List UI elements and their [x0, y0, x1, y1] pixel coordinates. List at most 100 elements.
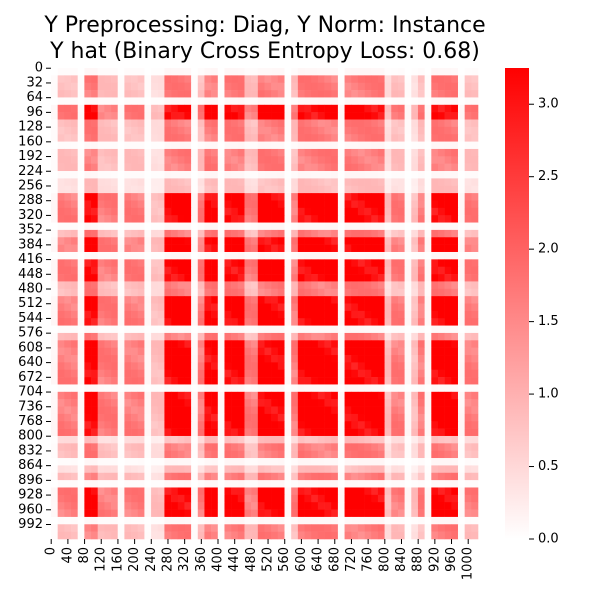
heatmap-cell	[344, 274, 352, 282]
heatmap-cell	[444, 465, 452, 474]
heatmap-cell	[164, 487, 172, 496]
heatmap-cell	[97, 163, 105, 172]
heatmap-cell	[297, 200, 305, 209]
heatmap-cell	[391, 524, 399, 532]
heatmap-cell	[51, 259, 58, 267]
heatmap-cell	[117, 163, 125, 172]
heatmap-cell	[337, 251, 345, 260]
heatmap-cell	[231, 406, 239, 415]
heatmap-cell	[357, 531, 365, 540]
heatmap-cell	[324, 185, 332, 194]
heatmap-cell	[244, 303, 252, 312]
heatmap-cell	[311, 207, 319, 216]
heatmap-cell	[277, 465, 285, 474]
heatmap-cell	[157, 200, 165, 209]
heatmap-cell	[264, 332, 272, 341]
heatmap-cell	[424, 450, 432, 459]
heatmap-cell	[344, 502, 352, 510]
heatmap-cell	[277, 502, 285, 510]
heatmap-cell	[191, 347, 199, 356]
heatmap-cell	[237, 274, 245, 282]
heatmap-cell	[411, 465, 419, 474]
heatmap-cell	[71, 148, 78, 157]
heatmap-cell	[431, 193, 439, 201]
heatmap-cell	[457, 421, 465, 429]
heatmap-cell	[144, 178, 152, 187]
heatmap-cell	[231, 487, 239, 496]
heatmap-cell	[177, 251, 185, 260]
heatmap-cell	[471, 288, 479, 297]
heatmap-cell	[104, 215, 112, 223]
heatmap-cell	[304, 266, 312, 275]
heatmap-cell	[131, 369, 139, 378]
heatmap-cell	[337, 406, 345, 415]
heatmap-cell	[297, 281, 305, 290]
heatmap-cell	[184, 487, 192, 496]
heatmap-cell	[204, 332, 212, 341]
heatmap-cell	[317, 185, 325, 194]
heatmap-cell	[157, 171, 165, 179]
heatmap-cell	[277, 119, 285, 128]
heatmap-cell	[311, 458, 319, 466]
heatmap-cell	[351, 222, 359, 231]
heatmap-cell	[184, 251, 192, 260]
heatmap-cell	[51, 450, 58, 459]
heatmap-cell	[191, 384, 199, 393]
heatmap-cell	[224, 119, 232, 128]
heatmap-cell	[97, 399, 105, 407]
heatmap-cell	[224, 332, 232, 341]
heatmap-cell	[164, 193, 172, 201]
heatmap-cell	[164, 251, 172, 260]
heatmap-cell	[77, 310, 85, 319]
heatmap-cell	[411, 90, 419, 98]
heatmap-cell	[217, 516, 225, 525]
heatmap-cell	[84, 171, 92, 179]
heatmap-cell	[417, 185, 425, 194]
heatmap-cell	[177, 68, 185, 76]
heatmap-cell	[371, 200, 379, 209]
heatmap-cell	[144, 134, 152, 142]
heatmap-cell	[371, 472, 379, 481]
heatmap-cell	[64, 450, 72, 459]
heatmap-cell	[344, 126, 352, 135]
heatmap-cell	[304, 502, 312, 510]
heatmap-cell	[364, 531, 372, 540]
heatmap-cell	[437, 413, 445, 422]
heatmap-cell	[391, 288, 399, 297]
y-tick-label: 896	[18, 473, 43, 488]
heatmap-cell	[71, 156, 78, 164]
heatmap-cell	[117, 281, 125, 290]
heatmap-cell	[197, 288, 205, 297]
heatmap-cell	[291, 435, 299, 444]
heatmap-cell	[397, 399, 405, 407]
heatmap-cell	[291, 75, 299, 84]
heatmap-cell	[264, 104, 272, 113]
heatmap-cell	[304, 399, 312, 407]
heatmap-cell	[331, 68, 339, 76]
heatmap-cell	[84, 288, 92, 297]
heatmap-cell	[144, 347, 152, 356]
heatmap-cell	[411, 325, 419, 334]
heatmap-cell	[331, 171, 339, 179]
heatmap-cell	[211, 325, 219, 334]
heatmap-cell	[71, 428, 78, 437]
heatmap-cell	[77, 369, 85, 378]
heatmap-cell	[304, 465, 312, 474]
heatmap-cell	[211, 134, 219, 142]
heatmap-cell	[464, 421, 472, 429]
heatmap-cell	[444, 450, 452, 459]
heatmap-cell	[291, 318, 299, 326]
heatmap-cell	[357, 251, 365, 260]
heatmap-cell	[97, 458, 105, 466]
heatmap-cell	[431, 178, 439, 187]
heatmap-cell	[317, 406, 325, 415]
heatmap-cell	[164, 274, 172, 282]
heatmap-cell	[137, 443, 145, 451]
heatmap-cell	[451, 421, 459, 429]
heatmap-cell	[384, 90, 392, 98]
heatmap-cell	[464, 185, 472, 194]
heatmap-cell	[284, 266, 292, 275]
heatmap-cell	[331, 97, 339, 106]
heatmap-cell	[431, 472, 439, 481]
heatmap-cell	[257, 421, 265, 429]
